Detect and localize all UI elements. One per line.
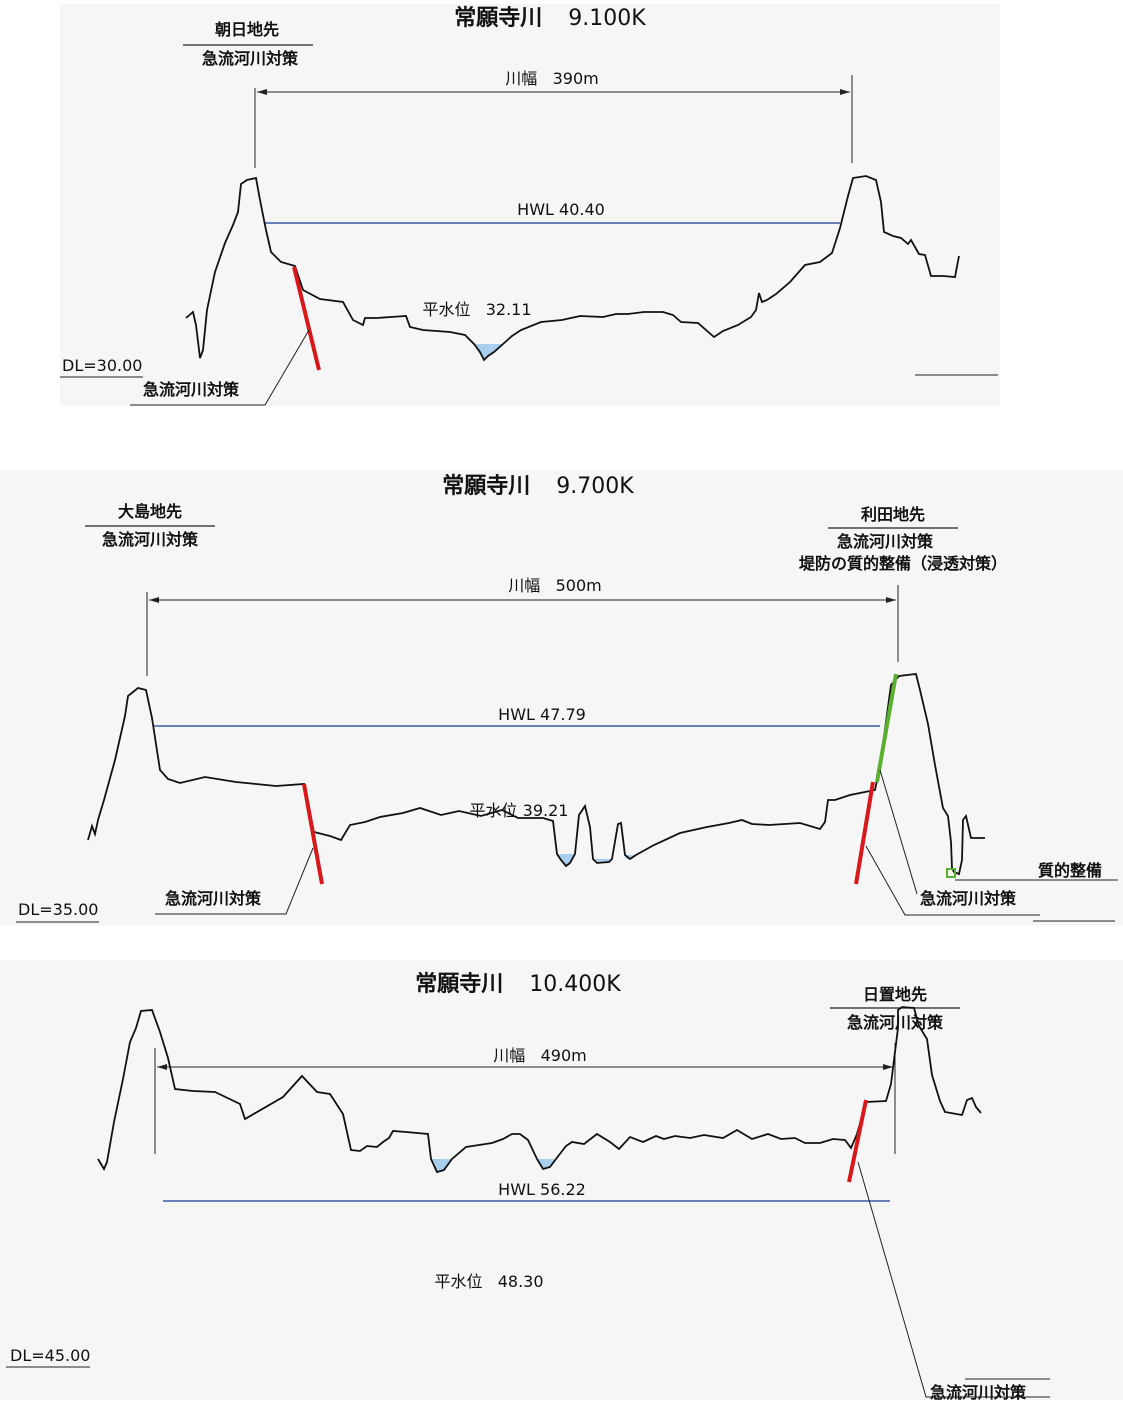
right-measure-label: 急流河川対策 [846,1013,944,1032]
hwl-label: HWL 47.79 [498,705,586,724]
datum-level-label: DL=45.00 [10,1346,91,1365]
left-place-name: 朝日地先 [214,20,280,39]
hwl-label: HWL 40.40 [517,200,605,219]
river-width-label: 川幅 490m [493,1046,587,1065]
normal-water-level-label: 平水位 48.30 [434,1272,544,1291]
rapid-river-measure-bar [847,1099,868,1183]
normal-water-pool [557,854,575,866]
callout-rapid-river-left: 急流河川対策 [165,889,262,908]
width-arrow-left [149,597,159,603]
datum-level-label: DL=30.00 [62,356,143,375]
callout-levee-quality: 質的整備 [1038,861,1103,880]
width-arrow-right [840,89,850,95]
normal-water-level-label: 平水位 39.21 [469,801,569,820]
section-title: 常願寺川 10.400K [415,972,621,997]
normal-water-level-label: 平水位 32.11 [422,300,532,319]
cross-section-panel-9100: 常願寺川 9.100K 朝日地先 急流河川対策 川幅 390m HWL 40.40… [0,0,1123,420]
callout-rapid-river: 急流河川対策 [143,380,240,399]
left-measure-label: 急流河川対策 [201,49,299,68]
panel-background [0,960,1123,1400]
rapid-river-measure-bar [292,266,321,371]
cross-section-drawing [60,4,1000,406]
rapid-river-measure-bar-right [854,781,875,885]
callout-leader-right [865,845,1040,916]
hwl-label: HWL 56.22 [498,1180,586,1199]
section-title: 常願寺川 9.100K [454,6,646,31]
levee-quality-measure-bar [875,673,898,783]
callout-rapid-river: 急流河川対策 [930,1383,1027,1402]
callout-leader-levee [879,769,918,895]
ground-profile [97,1006,982,1174]
cross-section-drawing [0,960,1123,1400]
right-measure-label-2: 堤防の質的整備（浸透対策） [798,554,1008,573]
datum-level-label: DL=35.00 [18,900,99,919]
panel-background [0,470,1123,925]
levee-quality-measure-box [946,868,956,878]
river-width-label: 川幅 390m [505,69,599,88]
section-title: 常願寺川 9.700K [442,474,634,499]
left-place-name: 大島地先 [117,502,183,521]
right-measure-label: 急流河川対策 [836,532,934,551]
cross-section-panel-10400: 常願寺川 10.400K 日置地先 急流河川対策 川幅 490m HWL 56.2… [0,960,1123,1410]
panel-background [60,4,1000,406]
rapid-river-measure-bar-left [302,783,324,885]
right-place-name: 利田地先 [860,505,926,524]
width-arrow-right [883,1064,893,1070]
cross-section-panel-9700: 常願寺川 9.700K 大島地先 急流河川対策 利田地先 急流河川対策 堤防の質的… [0,470,1123,930]
left-measure-label: 急流河川対策 [101,530,199,549]
callout-leader-left [155,847,314,915]
ground-profile [87,673,985,876]
width-arrow-right [886,597,896,603]
river-width-label: 川幅 500m [508,576,602,595]
width-arrow-left [157,1064,167,1070]
cross-section-drawing [0,470,1123,925]
width-arrow-left [257,89,267,95]
callout-leader [130,329,310,406]
callout-leader [857,1161,1050,1398]
callout-rapid-river-right: 急流河川対策 [920,889,1017,908]
ground-profile [185,175,960,362]
right-place-name: 日置地先 [862,985,928,1004]
